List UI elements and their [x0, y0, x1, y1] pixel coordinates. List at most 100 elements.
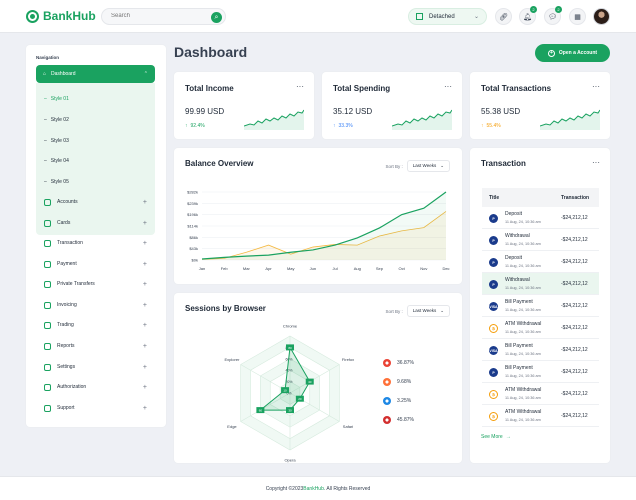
legend-item: 36.87% — [383, 359, 414, 367]
more-icon[interactable]: ··· — [296, 82, 304, 91]
sidebar-item[interactable]: Cards + — [36, 216, 155, 230]
table-row[interactable]: ₿ ATM Withdrawal 11 Aug, 24, 10:36 am -$24,… — [482, 405, 599, 427]
x-tick-label: Aug — [354, 266, 361, 271]
footer-brand[interactable]: BankHub — [303, 485, 324, 492]
notification-badge: 2 — [530, 6, 537, 13]
table-row[interactable]: P Deposit 11 Aug, 24, 10:36 am -$24,212,12 — [482, 251, 599, 273]
table-row[interactable]: P Deposit 11 Aug, 24, 10:36 am -$24,212,12 — [482, 207, 599, 229]
submenu-item[interactable]: – Style 02 — [44, 117, 69, 123]
plus-icon: + — [142, 260, 147, 268]
tx-amount: -$24,212,12 — [561, 303, 588, 309]
transaction-card: Transaction ··· Title Transaction P Depos… — [470, 148, 610, 463]
table-row[interactable]: ₿ ATM Withdrawal 11 Aug, 24, 10:36 am -$24,… — [482, 383, 599, 405]
visa-icon: VISA — [489, 302, 498, 311]
radar-axis — [289, 364, 340, 394]
table-row[interactable]: VISA Bill Payment 11 Aug, 24, 10:36 am -$24… — [482, 295, 599, 317]
table-row[interactable]: VISA Bill Payment 11 Aug, 24, 10:36 am -$24… — [482, 339, 599, 361]
search-input[interactable] — [111, 13, 201, 19]
radar-point-label: 60 — [259, 409, 263, 413]
notification-bell-icon[interactable]: 🔔︎ 2 — [519, 6, 537, 25]
more-icon[interactable]: ··· — [592, 158, 600, 167]
copyright-suffix: . All Rights Reserved — [323, 485, 371, 492]
sort-select[interactable]: Last Weeks ⌄ — [406, 160, 450, 172]
legend-item: 9.68% — [383, 378, 411, 386]
bitcoin-icon: ₿ — [489, 412, 498, 421]
sidebar-item[interactable]: Reports + — [36, 339, 155, 353]
stat-card-transactions: Total Transactions ··· 55.38 USD ↑ 55.4% — [470, 72, 610, 139]
sidebar-item-dashboard[interactable]: ⌂ Dashboard ⌃ — [36, 65, 155, 83]
submenu-item[interactable]: – Style 01 — [44, 96, 69, 102]
sidebar-item[interactable]: Authorization + — [36, 380, 155, 394]
dash-icon: – — [44, 117, 47, 123]
submenu-item[interactable]: – Style 04 — [44, 158, 69, 164]
paypal-icon: P — [489, 258, 498, 267]
sidebar-item[interactable]: Support + — [36, 401, 155, 415]
top-header: BankHub ⌕ Detached ⌄ 🔗︎ 🔔︎2 💬︎2 ▦ — [0, 0, 636, 33]
sidebar-item-label: Invoicing — [57, 302, 77, 308]
radar-axis-label: Chrome — [283, 324, 298, 329]
search-icon[interactable]: ⌕ — [211, 12, 222, 23]
more-icon[interactable]: ··· — [444, 82, 452, 91]
more-icon[interactable]: ··· — [592, 82, 600, 91]
radar-axis — [240, 392, 291, 422]
submenu-item[interactable]: – Style 03 — [44, 138, 69, 144]
plus-icon: + — [547, 49, 555, 57]
layout-value: Detached — [429, 13, 455, 20]
user-avatar[interactable] — [593, 8, 610, 25]
page-title: Dashboard — [174, 44, 248, 60]
sort-select[interactable]: Last Weeks ⌄ — [406, 305, 450, 317]
table-row[interactable]: ₿ ATM Withdrawal 11 Aug, 24, 10:36 am -$24,… — [482, 317, 599, 339]
tx-title: Withdrawal — [505, 233, 530, 239]
plus-icon: + — [142, 198, 147, 206]
y-tick-label: $196k — [187, 212, 198, 217]
opera-icon — [383, 416, 391, 424]
plus-icon: + — [142, 280, 147, 288]
brand-logo[interactable]: BankHub — [26, 9, 96, 23]
accounts-icon — [44, 198, 51, 206]
series-line — [201, 211, 447, 260]
open-account-button[interactable]: + Open a Account — [535, 44, 610, 62]
apps-icon[interactable]: ▦ — [569, 8, 586, 25]
arrow-right-icon: → — [505, 434, 511, 440]
radar-axis-label: Safari — [343, 424, 354, 429]
legend-value: 9.68% — [397, 379, 412, 385]
table-header: Title Transaction — [482, 188, 599, 207]
x-tick-label: Oct — [399, 266, 406, 271]
legend-item: 45.87% — [383, 416, 414, 424]
payment-icon — [44, 260, 51, 268]
see-more-link[interactable]: See More → — [481, 434, 511, 440]
trading-icon — [44, 321, 51, 329]
submenu-label: Style 01 — [50, 96, 69, 102]
table-row[interactable]: P Withdrawal 11 Aug, 24, 10:36 am -$24,212,… — [482, 229, 599, 251]
sidebar-item[interactable]: Payment + — [36, 257, 155, 271]
tx-amount: -$24,212,12 — [561, 413, 588, 419]
y-tick-label: $282k — [187, 190, 198, 195]
submenu-label: Style 02 — [50, 117, 69, 123]
dashboard-submenu: – Style 01 – Style 02 – Style 03 – Style 04 … — [36, 83, 155, 235]
tx-title: Deposit — [505, 211, 522, 217]
sidebar-item[interactable]: Trading + — [36, 318, 155, 332]
table-row[interactable]: P Withdrawal 11 Aug, 24, 10:36 am -$24,212,… — [482, 273, 599, 295]
plus-icon: + — [142, 404, 147, 412]
sidebar-item[interactable]: Private Transfers + — [36, 277, 155, 291]
sidebar-item-label: Accounts — [57, 199, 78, 205]
nav-title: Navigation — [36, 55, 60, 60]
sidebar-item[interactable]: Invoicing + — [36, 298, 155, 312]
submenu-item[interactable]: – Style 05 — [44, 179, 69, 185]
stat-title: Total Transactions — [481, 84, 552, 93]
radar-axis-label: Firefox — [342, 357, 354, 362]
sidebar-item[interactable]: Settings + — [36, 360, 155, 374]
sidebar-item[interactable]: Transaction + — [36, 236, 155, 250]
sparkline — [540, 109, 600, 130]
table-row[interactable]: P Bill Payment 11 Aug, 24, 10:36 am -$24,21… — [482, 361, 599, 383]
sidebar-item[interactable]: Accounts + — [36, 195, 155, 209]
plus-icon: + — [142, 301, 147, 309]
legend-value: 36.87% — [397, 360, 414, 366]
radar-point — [286, 407, 294, 414]
chat-icon[interactable]: 💬︎ 2 — [544, 6, 562, 25]
radar-point-label: 30 — [288, 409, 292, 413]
radar-chart: Chrome Firefox Safari Opera Edge Explorer 0% 20… — [225, 324, 355, 463]
stat-value: 55.38 USD — [481, 107, 521, 116]
layout-select[interactable]: Detached ⌄ — [408, 8, 487, 25]
attachment-icon[interactable]: 🔗︎ — [495, 8, 512, 25]
